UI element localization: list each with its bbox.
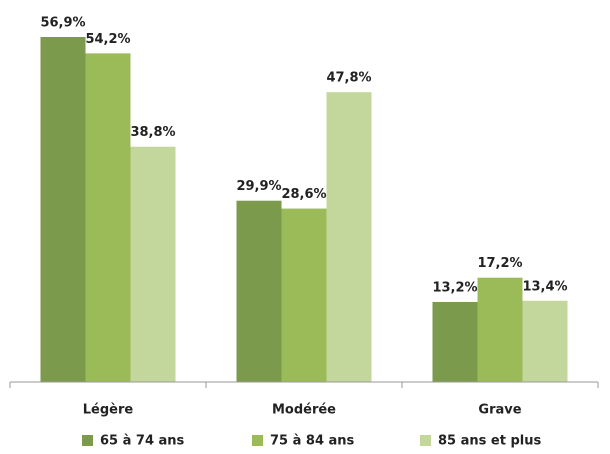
data-label: 13,2% [432,280,477,295]
legend-label: 75 à 84 ans [270,434,355,449]
bar [85,53,131,383]
legend-swatch [420,435,431,446]
x-tick-label: Légère [83,403,134,418]
data-label: 47,8% [326,71,371,86]
x-tick-label: Modérée [272,403,336,418]
bar [281,208,327,382]
bar [522,300,568,382]
x-tick-label: Grave [478,403,521,418]
data-label: 56,9% [40,16,85,31]
legend-label: 85 ans et plus [438,434,541,449]
bar [477,277,523,382]
bar [432,301,478,382]
data-label: 54,2% [85,32,130,47]
bar [236,200,282,382]
data-label: 13,4% [522,279,567,294]
legend-label: 65 à 74 ans [100,434,185,449]
data-label: 29,9% [236,179,281,194]
data-label: 17,2% [477,256,522,271]
bar [326,92,372,382]
legend-swatch [252,435,263,446]
bar [130,146,176,382]
data-label: 38,8% [130,125,175,140]
data-label: 28,6% [281,187,326,202]
legend-swatch [82,435,93,446]
bar [40,37,86,382]
